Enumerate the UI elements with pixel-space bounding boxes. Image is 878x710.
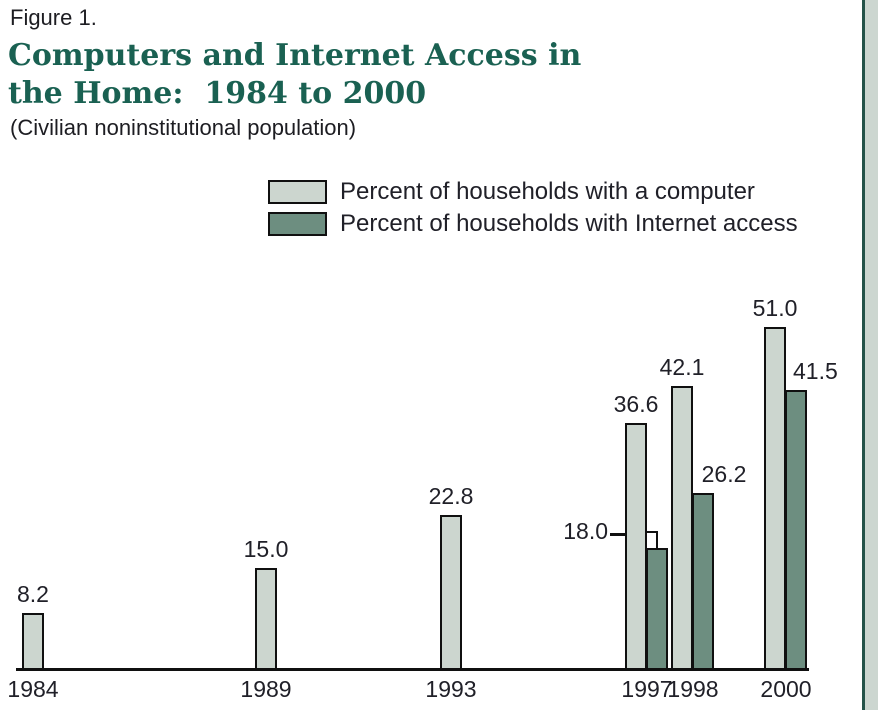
bar-computer-1993 (440, 515, 462, 670)
figure-title-line1: Computers and Internet Access in (8, 38, 582, 73)
value-label-computer-1997: 36.6 (613, 391, 659, 417)
legend-label-internet: Percent of households with Internet acce… (340, 210, 798, 237)
legend-item-computer: Percent of households with a computer (268, 178, 798, 206)
x-tick-label-2000: 2000 (760, 676, 812, 702)
callout-step-internet-1997 (646, 531, 658, 550)
value-label-computer-2000: 51.0 (752, 295, 798, 321)
value-label-computer-1998: 42.1 (659, 354, 705, 380)
callout-dash-internet-1997 (610, 533, 626, 536)
figure-number: Figure 1. (10, 5, 97, 30)
x-tick-label-1989: 1989 (240, 676, 292, 702)
bar-internet-2000 (785, 390, 807, 670)
value-label-computer-1993: 22.8 (428, 483, 474, 509)
bar-computer-1998 (671, 386, 693, 670)
figure-subtitle: (Civilian noninstitutional population) (10, 115, 357, 140)
x-tick-label-1997: 1997 (621, 676, 673, 702)
bar-computer-2000 (764, 327, 786, 670)
legend-label-computer: Percent of households with a computer (340, 178, 755, 205)
value-label-computer-1989: 15.0 (243, 536, 289, 562)
chart-legend: Percent of households with a computer Pe… (268, 178, 798, 242)
x-tick-label-1993: 1993 (425, 676, 477, 702)
bar-internet-1997 (646, 548, 668, 670)
bar-internet-1998 (692, 493, 714, 670)
x-tick-label-1984: 1984 (7, 676, 59, 702)
value-label-computer-1984: 8.2 (17, 581, 49, 607)
value-label-internet-2000: 41.5 (793, 358, 838, 384)
figure-title-line2: the Home: 1984 to 2000 (8, 76, 427, 111)
x-axis-line (16, 668, 809, 671)
figure-title: Computers and Internet Access in the Hom… (8, 37, 581, 113)
page-right-margin-band (862, 0, 878, 710)
x-tick-label-1998: 1998 (667, 676, 719, 702)
legend-item-internet: Percent of households with Internet acce… (268, 210, 798, 238)
value-label-internet-1998: 26.2 (701, 461, 747, 487)
bar-computer-1984 (22, 613, 44, 670)
legend-swatch-internet (268, 212, 327, 236)
value-label-internet-1997: 18.0 (563, 518, 608, 544)
bar-computer-1989 (255, 568, 277, 670)
legend-swatch-computer (268, 180, 327, 204)
bar-computer-1997 (625, 423, 647, 670)
